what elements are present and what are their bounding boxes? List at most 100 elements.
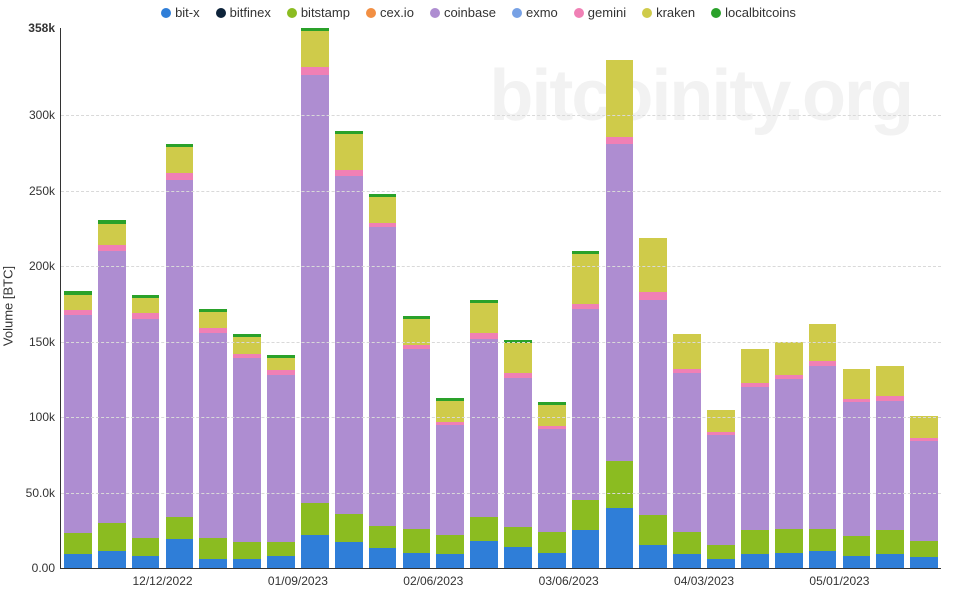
bar-segment-bit-x[interactable] bbox=[843, 556, 871, 568]
bar-segment-coinbase[interactable] bbox=[233, 358, 261, 542]
bar-segment-bitstamp[interactable] bbox=[741, 530, 769, 554]
legend-item-bitstamp[interactable]: bitstamp bbox=[287, 4, 350, 20]
legend-item-kraken[interactable]: kraken bbox=[642, 4, 695, 20]
bar-segment-bitstamp[interactable] bbox=[301, 503, 329, 535]
bar-segment-gemini[interactable] bbox=[166, 173, 194, 181]
bar-segment-coinbase[interactable] bbox=[166, 180, 194, 516]
bar-segment-bit-x[interactable] bbox=[98, 551, 126, 568]
bar[interactable] bbox=[199, 309, 227, 568]
bar[interactable] bbox=[572, 251, 600, 568]
bar-segment-kraken[interactable] bbox=[504, 343, 532, 373]
bar[interactable] bbox=[639, 238, 667, 568]
bar-segment-bitstamp[interactable] bbox=[809, 529, 837, 552]
bar-segment-bitstamp[interactable] bbox=[707, 545, 735, 559]
bar[interactable] bbox=[707, 410, 735, 568]
bar-segment-coinbase[interactable] bbox=[98, 251, 126, 523]
bar-segment-bit-x[interactable] bbox=[673, 554, 701, 568]
bar-segment-bitstamp[interactable] bbox=[504, 527, 532, 547]
bar-segment-kraken[interactable] bbox=[910, 416, 938, 439]
bar-segment-kraken[interactable] bbox=[132, 298, 160, 313]
bar-segment-kraken[interactable] bbox=[335, 134, 363, 170]
bar-segment-coinbase[interactable] bbox=[809, 366, 837, 529]
bar-segment-bitstamp[interactable] bbox=[538, 532, 566, 553]
bar-segment-kraken[interactable] bbox=[741, 349, 769, 382]
bar-segment-bit-x[interactable] bbox=[876, 554, 904, 568]
bar-segment-kraken[interactable] bbox=[267, 358, 295, 370]
bar-segment-coinbase[interactable] bbox=[843, 402, 871, 536]
bar-segment-bit-x[interactable] bbox=[267, 556, 295, 568]
bar[interactable] bbox=[369, 194, 397, 568]
bar[interactable] bbox=[504, 340, 532, 568]
bar[interactable] bbox=[741, 349, 769, 568]
bar-segment-bit-x[interactable] bbox=[166, 539, 194, 568]
bar-segment-gemini[interactable] bbox=[606, 137, 634, 145]
bar-segment-bitstamp[interactable] bbox=[470, 517, 498, 541]
bar-segment-kraken[interactable] bbox=[639, 238, 667, 292]
bar-segment-bitstamp[interactable] bbox=[673, 532, 701, 555]
bar-segment-bitstamp[interactable] bbox=[64, 533, 92, 554]
bar-segment-bit-x[interactable] bbox=[369, 548, 397, 568]
bar-segment-bit-x[interactable] bbox=[775, 553, 803, 568]
bar-segment-kraken[interactable] bbox=[369, 197, 397, 223]
bar-segment-bit-x[interactable] bbox=[910, 557, 938, 568]
bar-segment-kraken[interactable] bbox=[707, 410, 735, 433]
bar-segment-bitstamp[interactable] bbox=[639, 515, 667, 545]
bar-segment-coinbase[interactable] bbox=[673, 373, 701, 531]
bar[interactable] bbox=[775, 342, 803, 568]
bar-segment-bit-x[interactable] bbox=[538, 553, 566, 568]
bar[interactable] bbox=[809, 324, 837, 568]
bar[interactable] bbox=[98, 220, 126, 568]
bar-segment-bitstamp[interactable] bbox=[132, 538, 160, 556]
bar-segment-coinbase[interactable] bbox=[369, 227, 397, 526]
bar-segment-kraken[interactable] bbox=[843, 369, 871, 399]
bar-segment-coinbase[interactable] bbox=[910, 441, 938, 541]
bar-segment-kraken[interactable] bbox=[233, 337, 261, 354]
bar-segment-kraken[interactable] bbox=[538, 405, 566, 426]
bar-segment-coinbase[interactable] bbox=[876, 401, 904, 531]
bar-segment-bit-x[interactable] bbox=[504, 547, 532, 568]
bar-segment-coinbase[interactable] bbox=[775, 379, 803, 528]
bar-segment-bitstamp[interactable] bbox=[267, 542, 295, 556]
bar[interactable] bbox=[64, 291, 92, 568]
bar-segment-kraken[interactable] bbox=[876, 366, 904, 396]
legend-item-cex-io[interactable]: cex.io bbox=[366, 4, 414, 20]
bar-segment-coinbase[interactable] bbox=[538, 429, 566, 532]
bar-segment-bitstamp[interactable] bbox=[572, 500, 600, 530]
bar-segment-kraken[interactable] bbox=[64, 295, 92, 310]
bar-segment-coinbase[interactable] bbox=[199, 333, 227, 538]
bar-segment-kraken[interactable] bbox=[98, 224, 126, 245]
bar-segment-coinbase[interactable] bbox=[572, 309, 600, 501]
bar-segment-bit-x[interactable] bbox=[707, 559, 735, 568]
bar-segment-bitstamp[interactable] bbox=[369, 526, 397, 549]
bar-segment-bit-x[interactable] bbox=[572, 530, 600, 568]
bar-segment-bit-x[interactable] bbox=[132, 556, 160, 568]
bar[interactable] bbox=[843, 369, 871, 568]
legend-item-bitfinex[interactable]: bitfinex bbox=[216, 4, 271, 20]
bar-segment-coinbase[interactable] bbox=[470, 339, 498, 517]
bar-segment-gemini[interactable] bbox=[301, 67, 329, 75]
bar-segment-kraken[interactable] bbox=[301, 31, 329, 67]
bar-segment-coinbase[interactable] bbox=[436, 425, 464, 535]
bar-segment-coinbase[interactable] bbox=[707, 435, 735, 545]
bar-segment-coinbase[interactable] bbox=[403, 349, 431, 528]
bar-segment-coinbase[interactable] bbox=[64, 315, 92, 534]
bar-segment-bit-x[interactable] bbox=[199, 559, 227, 568]
bar-segment-coinbase[interactable] bbox=[301, 75, 329, 503]
bar-segment-coinbase[interactable] bbox=[639, 300, 667, 516]
bar-segment-bitstamp[interactable] bbox=[436, 535, 464, 555]
bar-segment-bitstamp[interactable] bbox=[910, 541, 938, 558]
bar-segment-bit-x[interactable] bbox=[470, 541, 498, 568]
bar[interactable] bbox=[301, 28, 329, 568]
bar-segment-kraken[interactable] bbox=[775, 342, 803, 375]
bar-segment-kraken[interactable] bbox=[606, 60, 634, 137]
bar-segment-kraken[interactable] bbox=[673, 334, 701, 369]
bar[interactable] bbox=[132, 295, 160, 568]
bar-segment-bit-x[interactable] bbox=[233, 559, 261, 568]
bar[interactable] bbox=[876, 366, 904, 568]
bar-segment-bitstamp[interactable] bbox=[98, 523, 126, 552]
bar-segment-bit-x[interactable] bbox=[809, 551, 837, 568]
bar-segment-coinbase[interactable] bbox=[504, 378, 532, 527]
bar-segment-bitstamp[interactable] bbox=[403, 529, 431, 553]
bar[interactable] bbox=[267, 355, 295, 568]
bar-segment-bit-x[interactable] bbox=[741, 554, 769, 568]
